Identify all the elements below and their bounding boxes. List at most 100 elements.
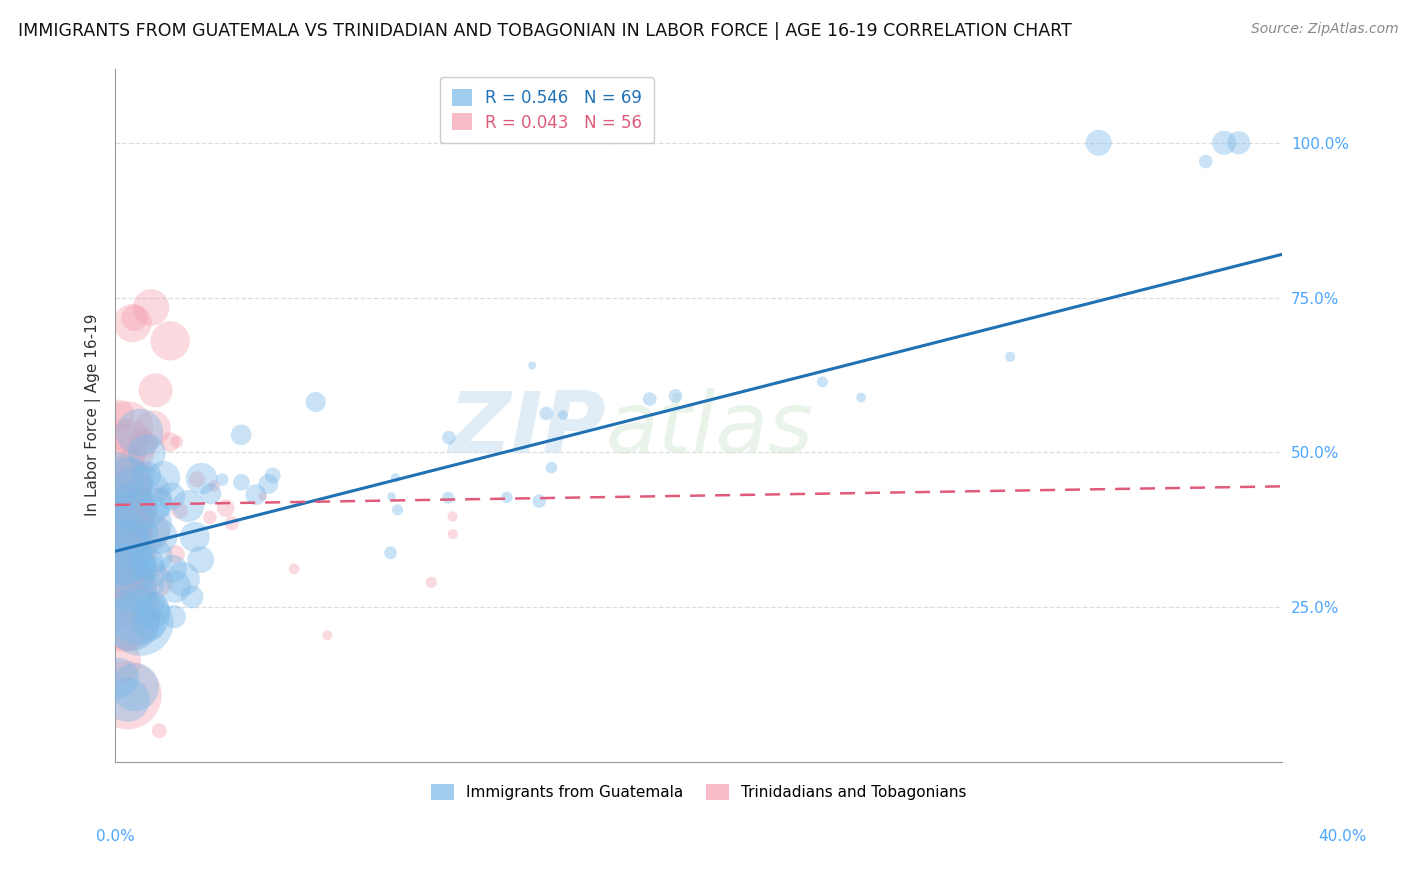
Point [107, 408, 129, 422]
Point [110, 566, 132, 580]
Point [384, 471, 406, 485]
Point [110, 516, 132, 530]
Point [127, 516, 149, 531]
Point [115, 500, 138, 514]
Point [117, 419, 139, 434]
Point [132, 437, 155, 451]
Point [141, 524, 163, 538]
Point [138, 617, 160, 632]
Point [172, 572, 194, 586]
Point [495, 491, 517, 505]
Point [115, 623, 138, 637]
Point [231, 428, 253, 442]
Point [111, 584, 134, 599]
Point [145, 574, 167, 589]
Point [437, 431, 460, 445]
Point [998, 350, 1021, 364]
Point [160, 489, 183, 503]
Point [110, 571, 132, 585]
Point [108, 471, 131, 485]
Point [143, 578, 166, 592]
Point [131, 464, 153, 478]
Point [115, 478, 138, 492]
Point [183, 530, 205, 544]
Point [105, 488, 128, 502]
Text: atlas: atlas [606, 387, 814, 470]
Point [141, 601, 163, 615]
Point [441, 527, 464, 541]
Point [129, 615, 152, 630]
Point [145, 549, 167, 563]
Point [108, 546, 131, 560]
Point [146, 497, 169, 511]
Point [231, 475, 253, 490]
Point [121, 579, 143, 593]
Point [111, 492, 134, 507]
Point [305, 395, 328, 409]
Point [128, 607, 150, 622]
Point [1087, 136, 1109, 150]
Point [811, 375, 834, 389]
Point [128, 543, 150, 558]
Point [849, 391, 872, 405]
Point [169, 503, 191, 517]
Point [110, 505, 132, 519]
Point [638, 392, 661, 406]
Point [115, 441, 138, 455]
Point [551, 408, 574, 422]
Point [107, 528, 129, 542]
Point [110, 442, 132, 456]
Point [215, 501, 238, 516]
Point [136, 557, 159, 571]
Point [420, 575, 443, 590]
Point [1213, 136, 1236, 150]
Point [124, 311, 146, 326]
Y-axis label: In Labor Force | Age 16-19: In Labor Force | Age 16-19 [86, 314, 101, 516]
Point [202, 479, 225, 493]
Point [159, 334, 181, 348]
Point [121, 316, 143, 330]
Point [117, 688, 139, 702]
Point [135, 446, 157, 460]
Point [107, 557, 129, 571]
Point [437, 491, 460, 505]
Text: Source: ZipAtlas.com: Source: ZipAtlas.com [1251, 22, 1399, 37]
Point [115, 504, 138, 518]
Point [166, 434, 188, 449]
Point [136, 524, 159, 538]
Point [162, 562, 184, 576]
Point [150, 486, 173, 500]
Point [121, 572, 143, 586]
Point [1195, 154, 1218, 169]
Point [252, 489, 274, 503]
Point [135, 468, 157, 483]
Point [124, 680, 146, 694]
Point [128, 491, 150, 506]
Point [190, 471, 212, 485]
Point [121, 616, 143, 631]
Point [132, 476, 155, 491]
Point [380, 546, 402, 560]
Point [221, 516, 243, 531]
Point [105, 522, 128, 536]
Point [121, 560, 143, 574]
Point [139, 565, 162, 579]
Point [186, 472, 208, 486]
Legend: Immigrants from Guatemala, Trinidadians and Tobagonians: Immigrants from Guatemala, Trinidadians … [425, 778, 973, 806]
Text: IMMIGRANTS FROM GUATEMALA VS TRINIDADIAN AND TOBAGONIAN IN LABOR FORCE | AGE 16-: IMMIGRANTS FROM GUATEMALA VS TRINIDADIAN… [18, 22, 1071, 40]
Point [107, 671, 129, 685]
Point [664, 389, 686, 403]
Point [149, 529, 172, 543]
Point [118, 563, 141, 577]
Point [145, 384, 167, 398]
Point [124, 478, 146, 492]
Point [198, 510, 221, 524]
Point [148, 723, 170, 738]
Text: 0.0%: 0.0% [96, 830, 135, 844]
Point [380, 490, 402, 504]
Point [120, 454, 142, 468]
Point [441, 509, 464, 524]
Point [1227, 136, 1250, 150]
Point [117, 693, 139, 707]
Point [200, 487, 222, 501]
